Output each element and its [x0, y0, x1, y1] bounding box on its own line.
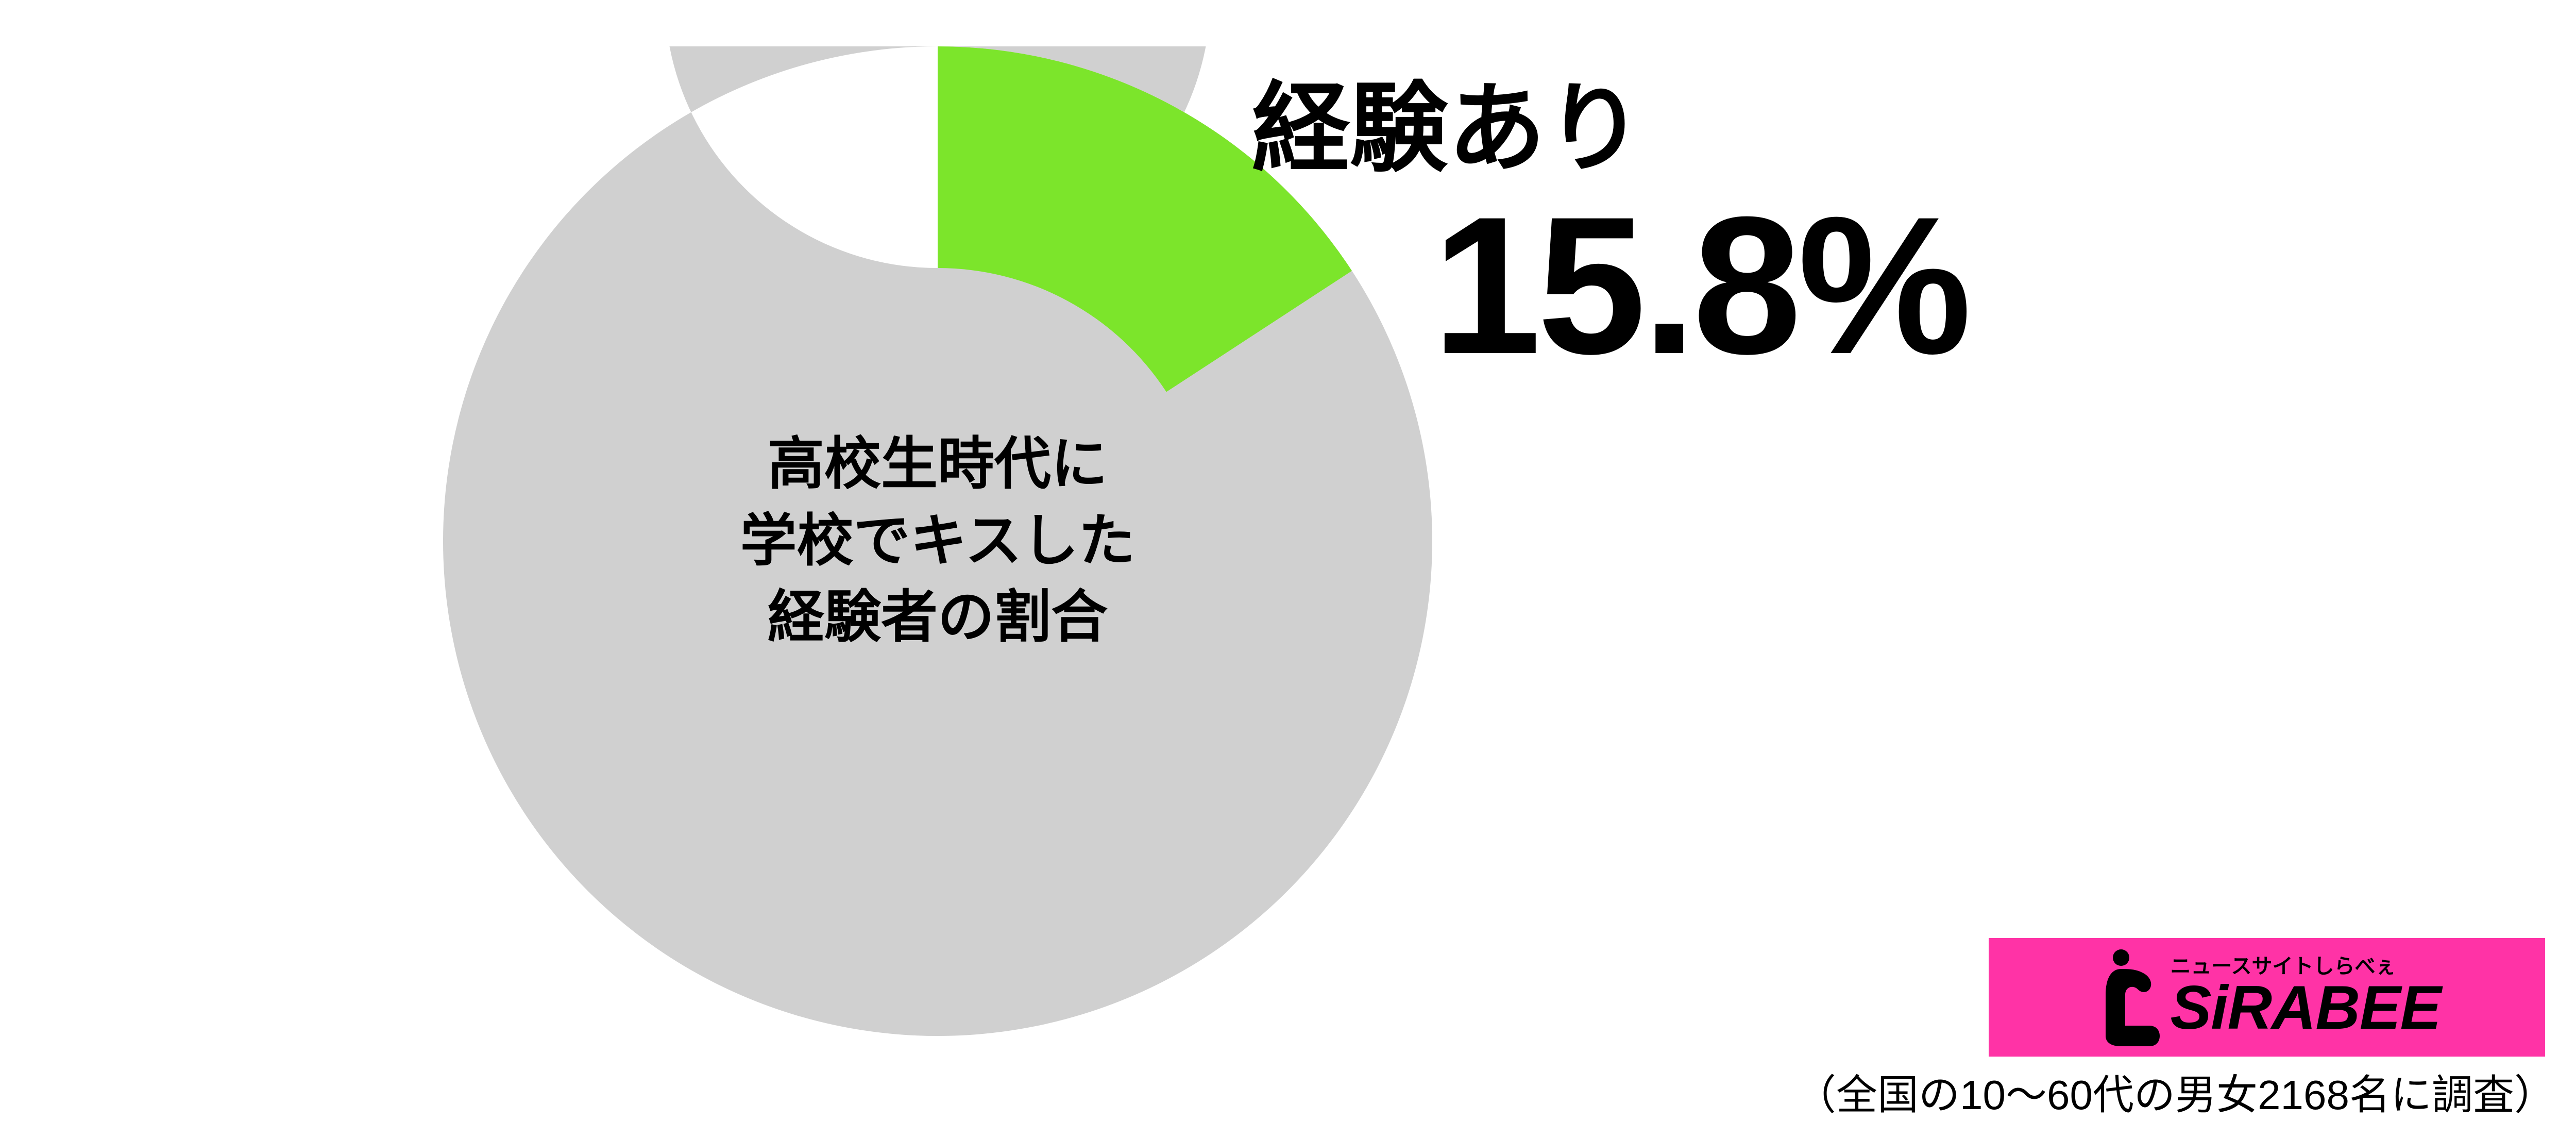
center-line-2: 学校でキスした: [740, 509, 1136, 573]
logo-text: ニュースサイトしらべぇ SiRABEE: [2170, 956, 2441, 1039]
donut-center-label: 高校生時代に 学校でキスした 経験者の割合: [665, 426, 1211, 656]
logo-brand: SiRABEE: [2170, 977, 2441, 1039]
logo-icon: [2093, 948, 2160, 1046]
center-line-3: 経験者の割合: [768, 585, 1108, 649]
callout-label: 経験あり: [1252, 49, 1643, 191]
brand-logo: ニュースサイトしらべぇ SiRABEE: [1989, 938, 2545, 1057]
infographic-canvas: 高校生時代に 学校でキスした 経験者の割合 経験あり 15.8% ニュースサイト…: [0, 0, 2576, 1121]
survey-footnote: （全国の10〜60代の男女2168名に調査）: [1795, 1062, 2555, 1121]
center-line-1: 高校生時代に: [768, 432, 1108, 496]
callout-value: 15.8%: [1432, 173, 1968, 398]
